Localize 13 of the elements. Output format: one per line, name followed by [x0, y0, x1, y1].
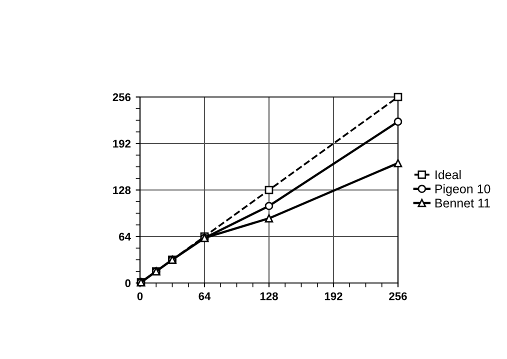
- legend-label: Ideal: [436, 170, 461, 180]
- legend-label: Pigeon 10: [435, 184, 490, 196]
- x-tick-label: 192: [324, 292, 342, 300]
- y-tick-label: 64: [119, 232, 131, 241]
- y-tick-label: 192: [113, 140, 131, 148]
- y-tick-label: 256: [112, 93, 131, 102]
- x-tick-label: 256: [389, 292, 407, 300]
- x-tick-label: 64: [198, 292, 211, 300]
- x-tick-label: 128: [260, 292, 278, 300]
- y-tick-label: 128: [113, 186, 131, 194]
- y-tick-label: 0: [125, 279, 131, 288]
- legend-label: Bennet 11: [435, 198, 490, 208]
- x-tick-label: 0: [137, 292, 143, 300]
